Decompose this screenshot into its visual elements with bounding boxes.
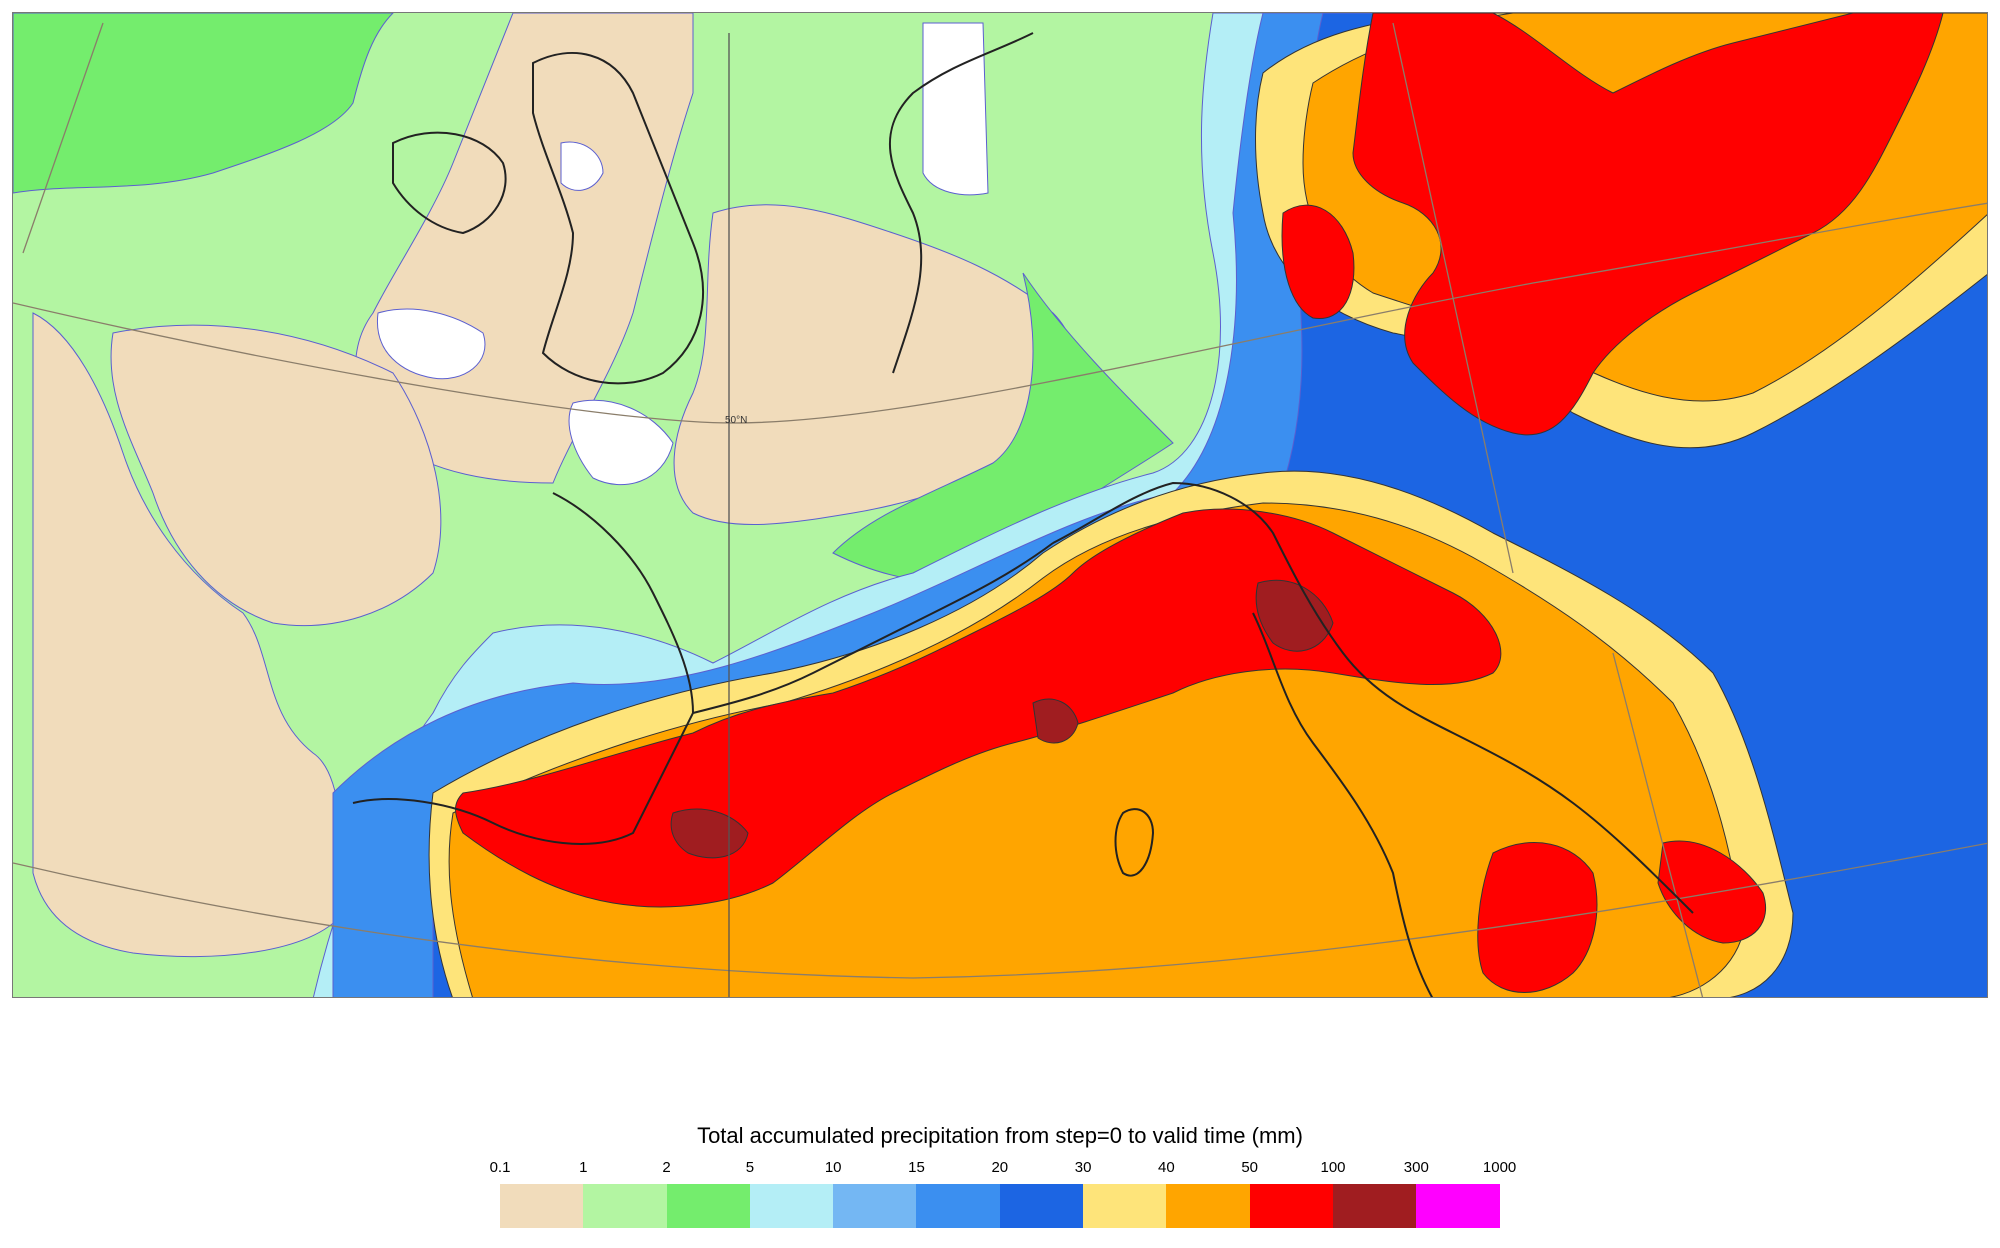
legend-tick-label: 5 — [745, 1159, 755, 1176]
legend-tick-label: 100 — [1320, 1159, 1346, 1176]
legend-swatch — [749, 1184, 834, 1228]
legend-swatch — [1249, 1184, 1333, 1228]
trace-region-mid-atlantic — [110, 324, 442, 626]
legend-swatch — [1166, 1184, 1250, 1228]
graticule-label: 50°N — [725, 415, 748, 426]
legend-tick-label: 50 — [1241, 1159, 1259, 1176]
legend-tick-label: 1000 — [1482, 1159, 1517, 1176]
legend-swatch — [833, 1184, 917, 1228]
precip-100-300-core-3 — [1032, 698, 1079, 744]
graticule-parallel — [13, 202, 1987, 424]
legend-tick-label: 40 — [1158, 1159, 1175, 1176]
coastline-british-isles — [392, 52, 704, 385]
no-precip-patch-2 — [922, 22, 989, 196]
legend-tick-label: 20 — [991, 1159, 1009, 1176]
precip-50-100-greece — [1477, 842, 1598, 993]
precipitation-map: 50°N — [12, 12, 1988, 998]
precip-2-5-band — [13, 13, 394, 194]
legend-tick-label: 1 — [579, 1159, 588, 1176]
graticule-meridian-west — [22, 22, 104, 254]
coastline-italy — [1252, 612, 1434, 997]
precip-50-100-south — [455, 508, 1502, 908]
legend-swatch — [1083, 1184, 1167, 1228]
legend-tick-label: 2 — [662, 1159, 671, 1176]
graticule-meridian-east-2 — [1612, 652, 1704, 997]
legend-title: Total accumulated precipitation from ste… — [697, 1123, 1303, 1148]
legend-tick-label: 0.1 — [489, 1159, 511, 1176]
legend-tick-label: 30 — [1074, 1159, 1092, 1176]
legend-ticks: 0.1 1 2 5 10 15 20 30 40 50 100 300 1000 — [0, 1159, 2000, 1179]
trace-region-atlantic — [32, 312, 344, 958]
precip-50-100-north — [1352, 13, 1944, 436]
legend-color-bar — [500, 1184, 1500, 1228]
legend-swatch — [1332, 1184, 1417, 1228]
legend-swatch — [666, 1184, 750, 1228]
no-precip-patch-3 — [568, 399, 674, 486]
legend-tick-label: 300 — [1403, 1159, 1429, 1176]
no-precip-patch-4 — [560, 141, 604, 191]
graticule-meridian-east — [1392, 22, 1514, 574]
legend-swatch — [583, 1184, 667, 1228]
graticule-parallel-south — [13, 842, 1987, 979]
legend-tick-label: 10 — [824, 1159, 842, 1176]
legend-swatch — [916, 1184, 1000, 1228]
map-canvas — [13, 13, 1987, 997]
legend-swatch — [999, 1184, 1084, 1228]
legend-tick-label: 15 — [908, 1159, 925, 1176]
coastline-corsica — [1114, 808, 1155, 877]
precip-50-100-west — [1281, 204, 1355, 320]
precip-50-100-greece-2 — [1657, 840, 1767, 944]
legend-swatch — [1416, 1184, 1500, 1228]
no-precip-patch-1 — [376, 308, 486, 380]
coastline-europe — [352, 32, 1694, 914]
legend-swatch — [500, 1184, 584, 1228]
